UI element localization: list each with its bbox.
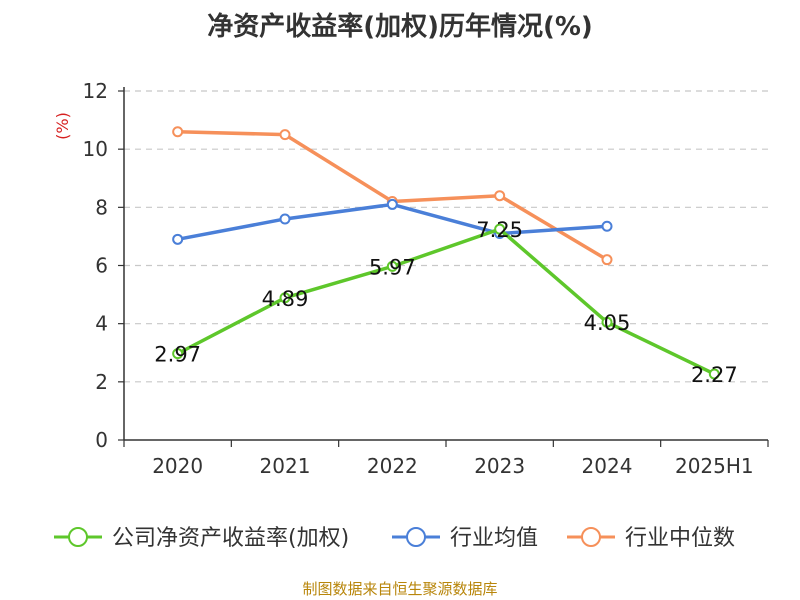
data-point [279,292,291,304]
data-label: 4.05 [584,311,631,335]
x-tick-label: 2025H1 [675,454,754,478]
data-point [386,260,398,272]
y-tick-label: 6 [95,254,108,278]
y-tick-label: 12 [83,79,108,103]
data-point [601,254,613,266]
legend-label: 公司净资产收益率(加权) [112,526,349,551]
data-point [601,220,613,232]
y-tick-label: 2 [95,370,108,394]
data-point [708,368,720,380]
data-point [172,348,184,360]
data-point [172,126,184,138]
data-point [494,190,506,202]
legend-marker [406,527,426,547]
x-tick-label: 2024 [582,454,633,478]
x-tick-label: 2023 [474,454,525,478]
x-tick-label: 2022 [367,454,418,478]
y-tick-label: 8 [95,195,108,219]
y-axis-label: (%) [53,112,72,140]
legend-label: 行业中位数 [625,526,735,551]
data-label: 7.25 [476,218,523,242]
data-label: 4.89 [262,287,309,311]
legend-label: 行业均值 [450,526,538,551]
x-tick-label: 2021 [260,454,311,478]
data-label: 2.27 [691,363,738,387]
data-point [386,198,398,210]
data-point [279,213,291,225]
y-tick-label: 0 [95,428,108,452]
data-label: 5.97 [369,255,416,279]
data-label: 2.97 [154,343,201,367]
data-point [494,223,506,235]
legend-marker [68,527,88,547]
series-line [176,227,716,376]
data-point [172,233,184,245]
data-point [601,316,613,328]
x-tick-label: 2020 [152,454,203,478]
legend-marker [581,527,601,547]
data-point [279,129,291,141]
y-tick-label: 4 [95,312,108,336]
chart-title: 净资产收益率(加权)历年情况(%) [207,12,593,42]
series-line [177,129,608,262]
source-note: 制图数据来自恒生聚源数据库 [302,580,498,598]
y-tick-label: 10 [83,137,108,161]
